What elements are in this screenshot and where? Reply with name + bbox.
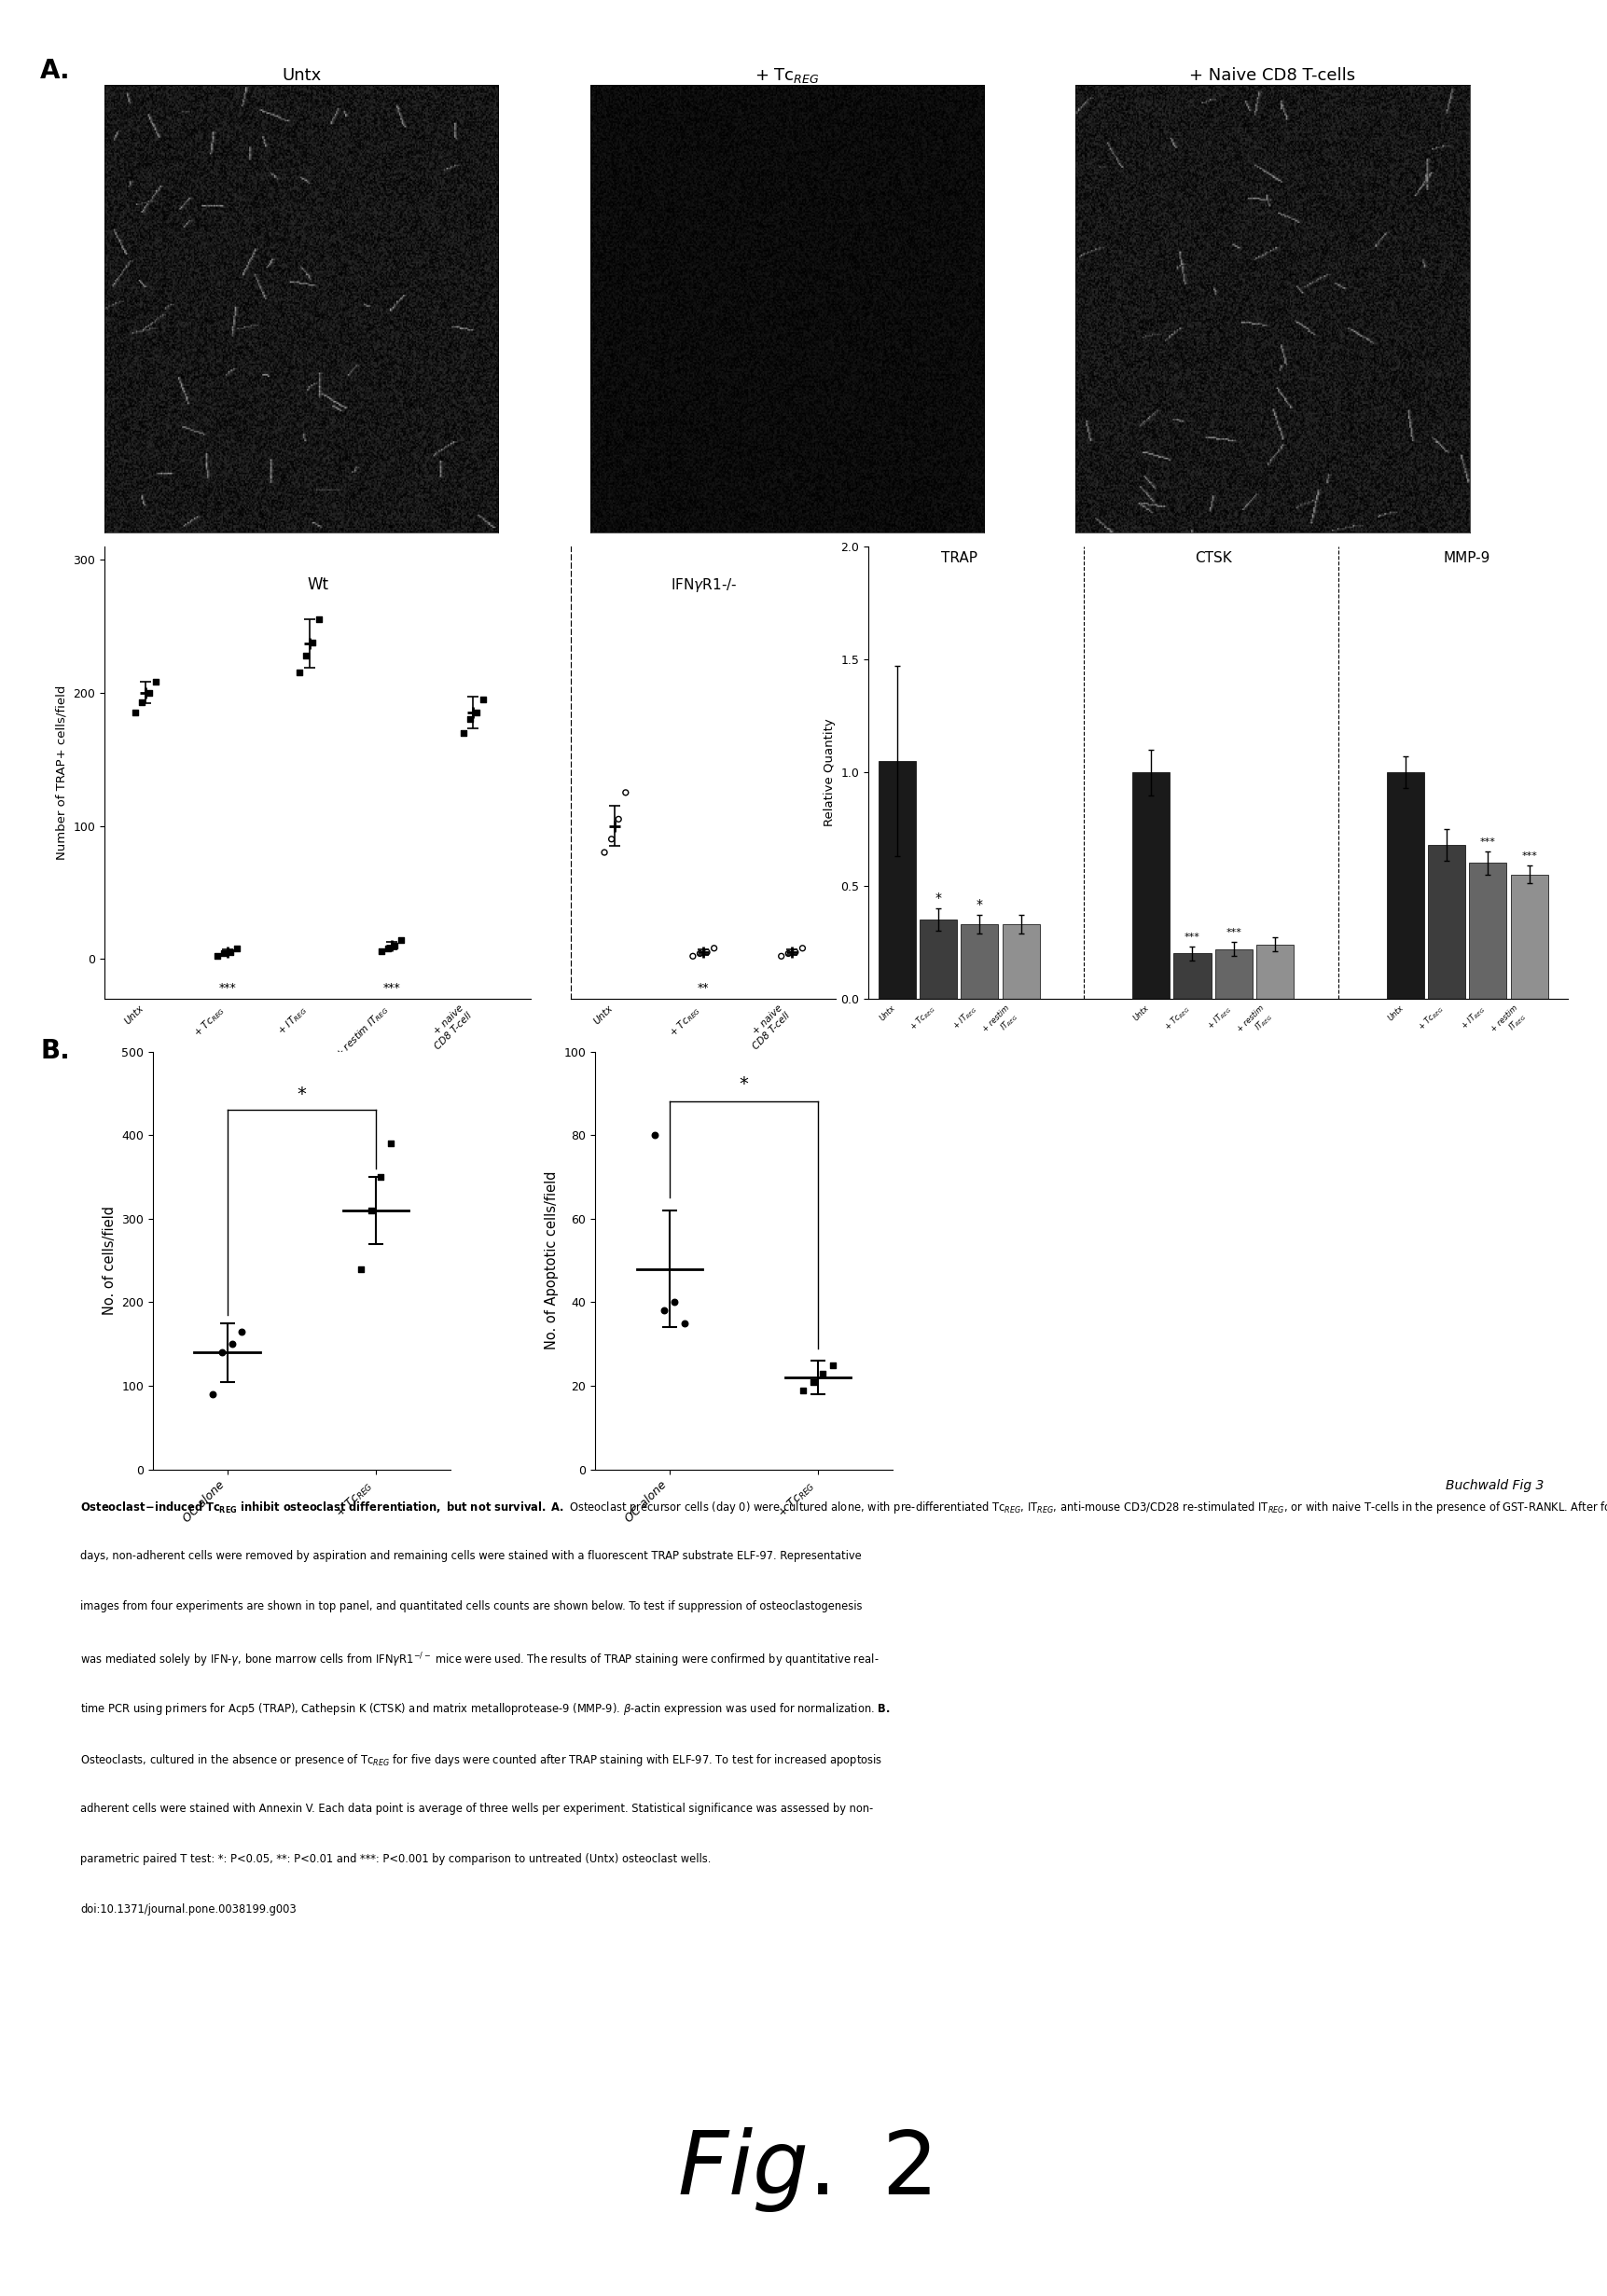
Point (591, 833, 617, 870)
Text: ***: *** (1184, 932, 1199, 941)
Bar (1131, 771, 1168, 999)
Point (612, 774, 638, 810)
Point (349, 1251, 374, 1288)
Point (469, 682, 495, 719)
Point (789, 930, 815, 967)
Point (230, 1313, 256, 1350)
Point (122, 693, 148, 730)
Point (701, 930, 726, 967)
Text: MMP-9: MMP-9 (1443, 551, 1490, 565)
Text: adherent cells were stained with Annexin V. Each data point is average of three : adherent cells were stained with Annexin… (80, 1802, 873, 1814)
Bar (1385, 771, 1424, 999)
Text: B.: B. (40, 1038, 69, 1063)
Point (307, 602, 333, 638)
Y-axis label: Number of TRAP+ cells/field: Number of TRAP+ cells/field (56, 684, 67, 861)
Point (368, 932, 394, 969)
Text: **: ** (697, 983, 709, 994)
Point (143, 664, 169, 700)
Text: ***: *** (219, 983, 236, 994)
Text: days, non-adherent cells were removed by aspiration and remaining cells were sta: days, non-adherent cells were removed by… (80, 1550, 861, 1561)
Point (651, 1293, 677, 1329)
Title: Untx: Untx (281, 67, 321, 83)
Text: doi:10.1371/journal.pone.0038199.g003: doi:10.1371/journal.pone.0038199.g003 (80, 1903, 296, 1915)
Text: *: * (739, 1075, 747, 1093)
Bar (1215, 948, 1252, 999)
Bar (1509, 875, 1548, 999)
Bar (961, 923, 998, 999)
Text: IFN$\gamma$R1-/-: IFN$\gamma$R1-/- (670, 576, 736, 595)
Point (225, 930, 251, 967)
Point (137, 675, 162, 712)
Point (217, 934, 243, 971)
Point (299, 625, 325, 661)
Text: was mediated solely by IFN-$\gamma$, bone marrow cells from IFN$\gamma$R1$^{-/-}: was mediated solely by IFN-$\gamma$, bon… (80, 1651, 879, 1669)
Y-axis label: Relative Quantity: Relative Quantity (823, 719, 836, 827)
Text: *: * (975, 898, 982, 912)
Text: ***: *** (1225, 928, 1241, 937)
Point (463, 693, 489, 730)
Y-axis label: No. of Apoptotic cells/field: No. of Apoptotic cells/field (545, 1171, 558, 1350)
Text: time PCR using primers for Acp5 (TRAP), Cathepsin K (CTSK) and matrix metallopro: time PCR using primers for Acp5 (TRAP), … (80, 1701, 890, 1717)
Bar (1427, 845, 1464, 999)
Point (292, 638, 318, 675)
Text: *: * (934, 891, 942, 905)
Point (783, 934, 808, 971)
Point (450, 714, 476, 751)
Text: $\bf{Osteoclast\!-\!induced\ Tc_{REG}\ inhibit\ osteoclast\ differentiation,\ bu: $\bf{Osteoclast\!-\!induced\ Tc_{REG}\ i… (80, 1499, 1607, 1515)
Point (358, 1192, 384, 1228)
Point (694, 934, 720, 971)
Point (387, 923, 413, 960)
Point (686, 934, 712, 971)
Point (820, 1345, 845, 1382)
Text: *: * (297, 1086, 305, 1104)
Title: + Tc$_{REG}$: + Tc$_{REG}$ (754, 67, 820, 85)
Point (199, 1375, 225, 1412)
Point (775, 934, 800, 971)
Bar (919, 921, 956, 999)
Point (374, 930, 400, 967)
Text: parametric paired T test: *: P<0.05, **: P<0.01 and ***: P<0.001 by comparison t: parametric paired T test: *: P<0.05, **:… (80, 1853, 710, 1864)
Point (672, 1304, 697, 1341)
Point (219, 1325, 244, 1362)
Text: $\mathbf{\mathit{Fig.\ 2}}$: $\mathbf{\mathit{Fig.\ 2}}$ (677, 2126, 930, 2213)
Point (286, 654, 312, 691)
Point (368, 1159, 394, 1196)
Point (791, 1371, 815, 1407)
Point (211, 934, 236, 971)
Point (810, 1355, 836, 1391)
Point (641, 1116, 667, 1153)
Bar (1469, 863, 1506, 999)
Point (204, 937, 230, 974)
Point (800, 1364, 826, 1401)
Point (209, 1334, 235, 1371)
Text: ***: *** (1520, 852, 1536, 861)
Point (381, 928, 407, 964)
Bar (877, 762, 914, 999)
Text: ***: *** (1478, 838, 1495, 847)
Text: A.: A. (40, 57, 71, 83)
Text: ***: *** (382, 983, 400, 994)
Text: Wt: Wt (307, 576, 328, 592)
Point (606, 801, 632, 838)
Point (680, 937, 705, 974)
Bar (1173, 953, 1210, 999)
Point (378, 1125, 403, 1162)
Y-axis label: No. of cells/field: No. of cells/field (103, 1205, 116, 1316)
Point (660, 1283, 686, 1320)
Bar (1001, 923, 1040, 999)
Text: images from four experiments are shown in top panel, and quantitated cells count: images from four experiments are shown i… (80, 1600, 861, 1612)
Text: Osteoclasts, cultured in the absence or presence of Tc$_{REG}$ for five days wer: Osteoclasts, cultured in the absence or … (80, 1752, 882, 1768)
Text: CTSK: CTSK (1194, 551, 1231, 565)
Point (598, 820, 624, 856)
Point (456, 700, 482, 737)
Bar (1255, 944, 1294, 999)
Point (129, 684, 154, 721)
Text: Buchwald Fig 3: Buchwald Fig 3 (1445, 1479, 1543, 1492)
Point (768, 937, 794, 974)
Text: TRAP: TRAP (940, 551, 977, 565)
Title: + Naive CD8 T-cells: + Naive CD8 T-cells (1189, 67, 1355, 83)
